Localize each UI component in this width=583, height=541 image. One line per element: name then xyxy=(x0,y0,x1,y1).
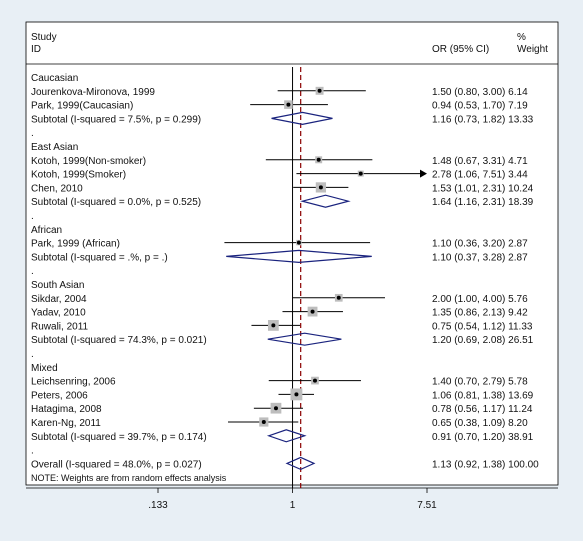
point-estimate xyxy=(336,295,341,300)
ci-arrow xyxy=(420,169,427,178)
header-or-ci: OR (95% CI) xyxy=(432,44,489,55)
note-text: NOTE: Weights are from random effects an… xyxy=(31,473,227,483)
group-separator: . xyxy=(31,128,34,139)
estimate-text: 0.94 (0.53, 1.70) 7.19 xyxy=(432,101,528,112)
header-id: ID xyxy=(31,44,41,55)
study-label: Yadav, 2010 xyxy=(31,308,86,319)
study-label: Leichsenring, 2006 xyxy=(31,377,116,388)
group-separator: . xyxy=(31,446,34,457)
group-label: Mixed xyxy=(31,363,58,374)
point-estimate xyxy=(294,392,299,397)
subtotal-text: 1.20 (0.69, 2.08) 26.51 xyxy=(432,335,534,346)
estimate-text: 1.06 (0.81, 1.38) 13.69 xyxy=(432,390,534,401)
subtotal-text: 1.10 (0.37, 3.28) 2.87 xyxy=(432,252,528,263)
group-label: East Asian xyxy=(31,142,78,153)
overall-text: 1.13 (0.92, 1.38) 100.00 xyxy=(432,459,539,470)
point-estimate xyxy=(271,323,276,328)
study-label: Park, 1999 (African) xyxy=(31,239,120,250)
subtotal-diamond xyxy=(271,111,333,126)
point-estimate xyxy=(261,420,266,424)
point-estimate xyxy=(296,240,301,245)
subtotal-label: Subtotal (I-squared = 74.3%, p = 0.021) xyxy=(31,335,207,346)
overall-diamond xyxy=(285,456,316,471)
group-separator: . xyxy=(31,211,34,222)
study-label: Kotoh, 1999(Non-smoker) xyxy=(31,156,146,167)
subtotal-diamond xyxy=(267,332,342,346)
reference-lines xyxy=(292,67,302,488)
subtotal-text: 1.64 (1.16, 2.31) 18.39 xyxy=(432,197,534,208)
header-percent: % xyxy=(517,32,526,43)
study-label: Hatagima, 2008 xyxy=(31,404,102,415)
subtotal-label: Subtotal (I-squared = 0.0%, p = 0.525) xyxy=(31,197,201,208)
group-label: South Asian xyxy=(31,280,84,291)
study-label: Peters, 2006 xyxy=(31,390,88,401)
header-study: Study xyxy=(31,32,57,43)
point-estimate xyxy=(316,157,321,162)
estimate-text: 1.53 (1.01, 2.31) 10.24 xyxy=(432,183,534,194)
point-estimate xyxy=(273,406,278,411)
point-estimate xyxy=(317,88,322,93)
point-estimate xyxy=(358,171,363,176)
study-label: Karen-Ng, 2011 xyxy=(31,418,101,429)
group-separator: . xyxy=(31,349,34,360)
overall-label: Overall (I-squared = 48.0%, p = 0.027) xyxy=(31,459,202,470)
estimate-text: 2.78 (1.06, 7.51) 3.44 xyxy=(432,170,528,181)
estimate-text: 1.10 (0.36, 3.20) 2.87 xyxy=(432,239,528,250)
estimate-text: 0.78 (0.56, 1.17) 11.24 xyxy=(432,404,533,415)
estimate-text: 1.50 (0.80, 3.00) 6.14 xyxy=(432,87,528,98)
point-estimate xyxy=(286,102,291,107)
group-separator: . xyxy=(31,266,34,277)
subtotal-text: 0.91 (0.70, 1.20) 38.91 xyxy=(432,432,534,443)
x-tick-label: 1 xyxy=(290,500,296,511)
estimate-text: 1.35 (0.86, 2.13) 9.42 xyxy=(432,308,528,319)
study-label: Chen, 2010 xyxy=(31,183,83,194)
study-label: Jourenkova-Mironova, 1999 xyxy=(31,87,155,98)
group-label: African xyxy=(31,225,62,236)
estimate-text: 0.65 (0.38, 1.09) 8.20 xyxy=(432,418,528,429)
subtotal-text: 1.16 (0.73, 1.82) 13.33 xyxy=(432,114,534,125)
estimate-text: 1.48 (0.67, 3.31) 4.71 xyxy=(432,156,528,167)
x-tick-label: 7.51 xyxy=(417,500,437,511)
study-label: Ruwali, 2011 xyxy=(31,321,89,332)
subtotal-label: Subtotal (I-squared = 7.5%, p = 0.299) xyxy=(31,114,201,125)
subtotal-label: Subtotal (I-squared = .%, p = .) xyxy=(31,252,168,263)
subtotal-diamond xyxy=(266,429,307,443)
estimate-text: 0.75 (0.54, 1.12) 11.33 xyxy=(432,321,533,332)
subtotal-diamond xyxy=(226,249,372,264)
x-axis: .133 1 7.51 xyxy=(148,488,437,511)
study-label: Park, 1999(Caucasian) xyxy=(31,101,133,112)
point-estimate xyxy=(318,185,323,190)
forest-rows: Caucasian Jourenkova-Mironova, 1999 1.50 (… xyxy=(31,73,539,470)
study-label: Sikdar, 2004 xyxy=(31,294,87,305)
estimate-text: 2.00 (1.00, 4.00) 5.76 xyxy=(432,294,528,305)
subtotal-diamond xyxy=(300,194,351,208)
x-tick-label: .133 xyxy=(148,500,168,511)
header-weight: Weight xyxy=(517,44,548,55)
point-estimate xyxy=(312,378,317,383)
point-estimate xyxy=(310,309,315,314)
study-label: Kotoh, 1999(Smoker) xyxy=(31,170,126,181)
group-label: Caucasian xyxy=(31,73,78,84)
subtotal-label: Subtotal (I-squared = 39.7%, p = 0.174) xyxy=(31,432,207,443)
estimate-text: 1.40 (0.70, 2.79) 5.78 xyxy=(432,377,528,388)
